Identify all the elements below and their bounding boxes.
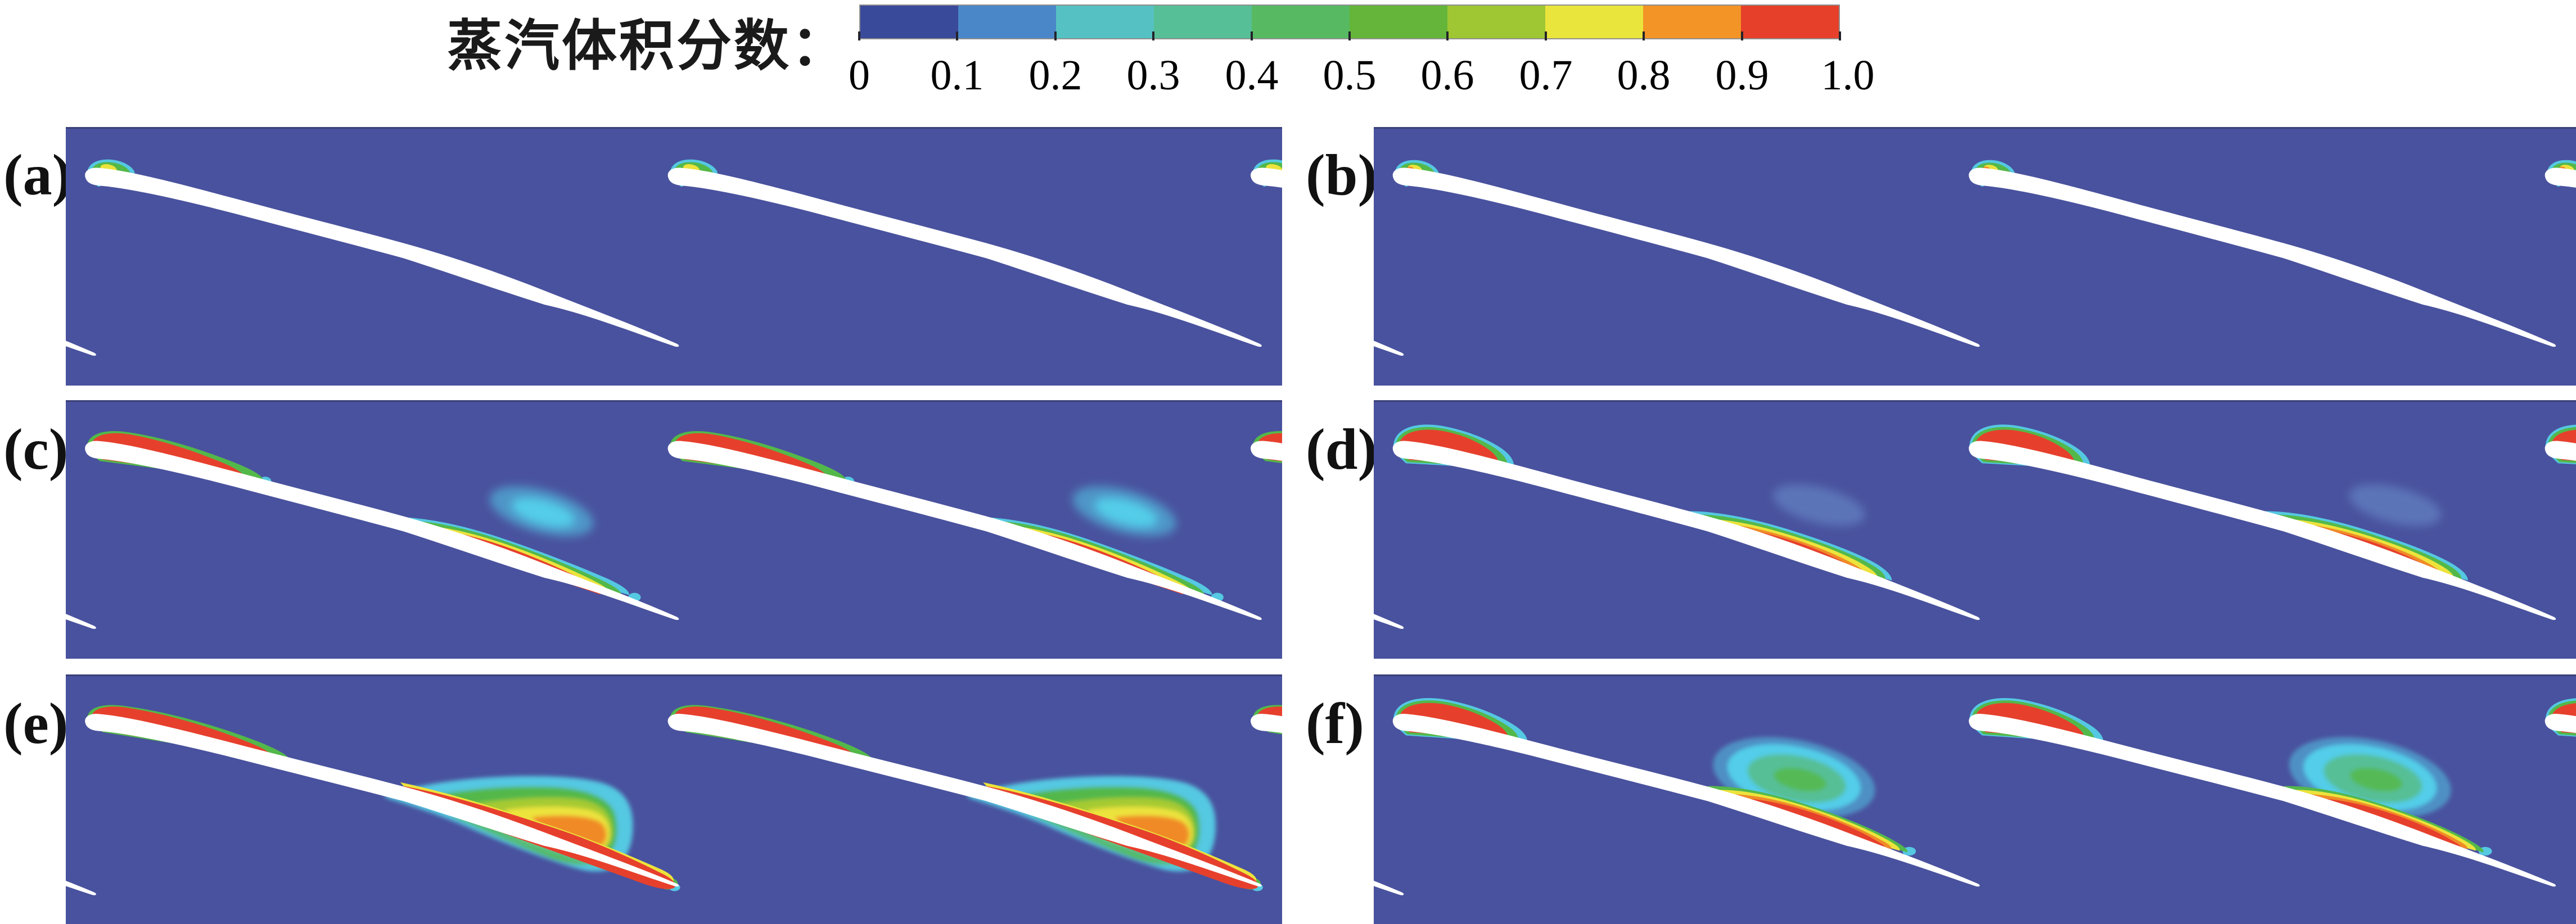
contour-plot-c (66, 402, 1282, 659)
colorbar-tick (1152, 31, 1154, 40)
panel-a (66, 127, 1282, 386)
colorbar (859, 4, 1840, 39)
colorbar-segment (1545, 6, 1643, 38)
colorbar-segment (1154, 6, 1252, 38)
colorbar-tick (1348, 31, 1351, 40)
colorbar-tick-label: 1.0 (1821, 52, 1875, 99)
panel-label-a: (a) (3, 143, 72, 207)
colorbar-tick (1251, 31, 1253, 40)
panel-d (1374, 400, 2576, 659)
colorbar-tick-label: 0.9 (1715, 52, 1769, 99)
colorbar-tick-label: 0.3 (1126, 52, 1180, 99)
colorbar-segment (1350, 6, 1447, 38)
legend-title: 蒸汽体积分数： (447, 16, 849, 77)
colorbar-tick (1545, 31, 1547, 40)
colorbar-tick-label: 0 (849, 52, 870, 99)
colorbar-tick (1643, 31, 1645, 40)
panel-label-f: (f) (1306, 691, 1364, 756)
colorbar-tick-label: 0.5 (1323, 52, 1377, 99)
contour-plot-e (66, 676, 1282, 924)
colorbar-tick (1741, 31, 1743, 40)
panel-e (66, 674, 1282, 924)
colorbar-segment (1741, 6, 1839, 38)
colorbar-tick (1446, 31, 1449, 40)
colorbar-tick (956, 31, 958, 40)
colorbar-segment (1643, 6, 1741, 38)
colorbar-segment (860, 6, 958, 38)
colorbar-tick (1839, 31, 1841, 40)
colorbar-tick-label: 0.1 (930, 52, 984, 99)
contour-plot-d (1374, 402, 2576, 659)
contour-plot-b (1374, 129, 2576, 386)
colorbar-tick-label: 0.7 (1519, 52, 1573, 99)
colorbar-tick-label: 0.6 (1420, 52, 1474, 99)
panel-label-e: (e) (3, 691, 69, 756)
panel-label-d: (d) (1306, 417, 1378, 482)
colorbar-segment (958, 6, 1056, 38)
panel-label-b: (b) (1306, 143, 1378, 207)
colorbar-tick (858, 31, 860, 40)
panel-f (1374, 674, 2576, 924)
colorbar-tick (1054, 31, 1057, 40)
panel-label-c: (c) (3, 417, 69, 482)
contour-plot-a (66, 129, 1282, 386)
panel-c (66, 400, 1282, 659)
colorbar-tick-label: 0.4 (1225, 52, 1279, 99)
colorbar-segment (1252, 6, 1350, 38)
colorbar-tick-label: 0.2 (1028, 52, 1082, 99)
colorbar-segment (1447, 6, 1545, 38)
colorbar-segment (1056, 6, 1154, 38)
contour-plot-f (1374, 676, 2576, 924)
panel-b (1374, 127, 2576, 386)
colorbar-tick-label: 0.8 (1617, 52, 1671, 99)
